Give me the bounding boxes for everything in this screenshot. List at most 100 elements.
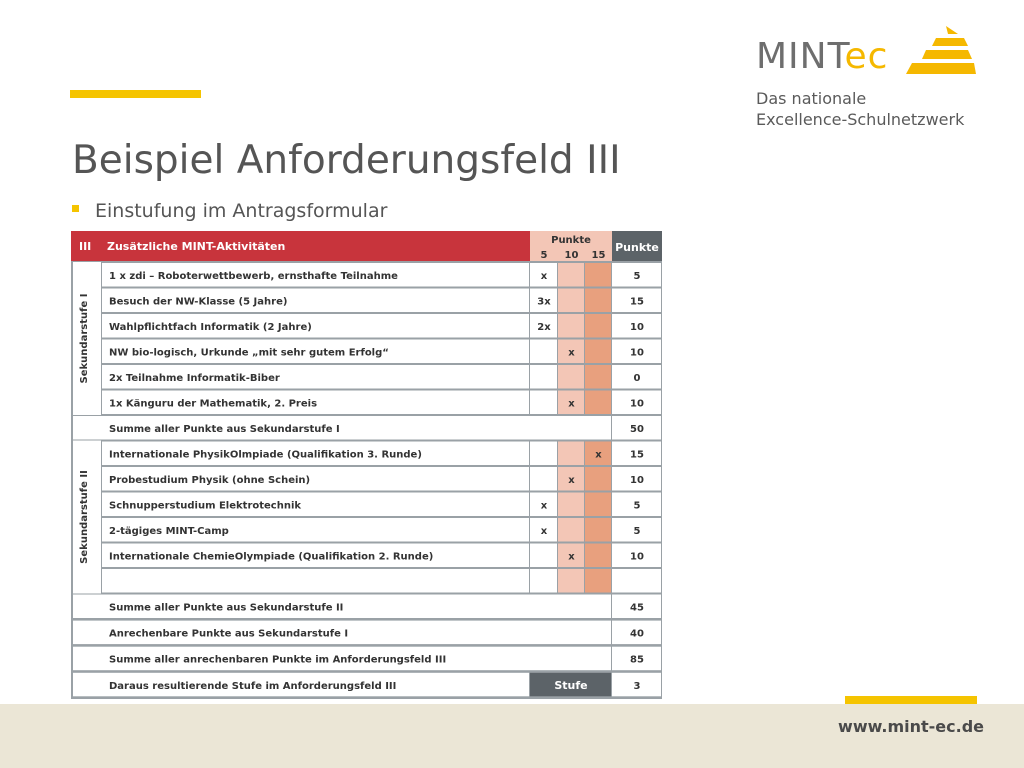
sek1-row-1-mark5: 3x — [537, 297, 551, 308]
sek2-row-1-text-cell — [102, 467, 529, 491]
sek2-row-3-col10 — [558, 518, 584, 542]
section-title: Zusätzliche MINT-Aktivitäten — [107, 240, 285, 253]
sek2-row-2-col10 — [558, 492, 584, 516]
sek1-row-0-text-cell — [102, 263, 529, 287]
sek1-row-2-label: Wahlpflichtfach Informatik (2 Jahre) — [109, 322, 312, 333]
sek1-row-3-label: NW bio-logisch, Urkunde „mit sehr gutem … — [109, 348, 389, 359]
sek1-row-0-points: 5 — [634, 271, 641, 282]
summary-1-value-cell — [612, 620, 661, 645]
sek2-row-4-col10 — [558, 543, 584, 567]
sek2-row-0-points: 15 — [630, 450, 644, 461]
summary-1-label-cell — [73, 620, 611, 645]
sek1-row-1-label: Besuch der NW-Klasse (5 Jahre) — [109, 297, 287, 308]
sek2-row-1-label: Probestudium Physik (ohne Schein) — [109, 475, 310, 486]
points-col-10: 10 — [565, 250, 579, 261]
sek1-row-1-points: 15 — [630, 297, 644, 308]
sek2-row-0-total — [612, 441, 661, 465]
logo-tagline: Das nationale Excellence-Schulnetzwerk — [756, 89, 965, 129]
sek2-row-1-col10 — [558, 467, 584, 491]
sek1-row-3-points: 10 — [630, 348, 644, 359]
sek2-row-4-label: Internationale ChemieOlympiade (Qualifik… — [109, 552, 433, 563]
sek2-row-3-mark5: x — [541, 526, 548, 537]
sek1-row-4-col15 — [585, 365, 611, 389]
sek2-row-5-col15 — [585, 569, 611, 593]
sek1-row-5-points: 10 — [630, 399, 644, 410]
summary-0-value-cell — [612, 594, 661, 618]
sek2-row-1-points: 10 — [630, 475, 644, 486]
summary-2-label-cell — [73, 646, 611, 671]
sek1-row-1-col15 — [585, 288, 611, 312]
sek2-row-0-col5 — [530, 441, 557, 465]
final-stufe-cell — [530, 672, 611, 697]
sek1-row-2-total — [612, 314, 661, 338]
sek2-row-0-col15 — [585, 441, 611, 465]
logo-wordmark: MINTec — [756, 36, 889, 77]
sek2-row-2-total — [612, 492, 661, 516]
group1-label: Sekundarstufe I — [79, 294, 90, 384]
accent-bar-top — [70, 90, 201, 98]
sek1-row-5-total — [612, 390, 661, 414]
summary-2-value-cell — [612, 646, 661, 671]
application-form-table: III Zusätzliche MINT-Aktivitäten Punkte 5 10… — [71, 231, 662, 699]
sek1-row-0-col10 — [558, 263, 584, 287]
sek2-row-0-mark15: x — [595, 450, 602, 461]
group1-label-cell — [73, 262, 101, 415]
sek1-row-3-col5 — [530, 339, 557, 363]
final-label-cell — [73, 672, 529, 697]
sek1-row-4-label: 2x Teilnahme Informatik-Biber — [109, 373, 280, 384]
sek2-row-4-points: 10 — [630, 552, 644, 563]
sek1-row-5-col15 — [585, 390, 611, 414]
sek1-row-0-col5 — [530, 263, 557, 287]
sek2-row-3-col15 — [585, 518, 611, 542]
sek1-row-4-points: 0 — [634, 373, 641, 384]
sek2-row-3-label: 2-tägiges MINT-Camp — [109, 526, 229, 537]
sek1-row-1-col10 — [558, 288, 584, 312]
sek2-row-0-col10 — [558, 441, 584, 465]
sek1-row-4-text-cell — [102, 365, 529, 389]
sek1-row-3-text-cell — [102, 339, 529, 363]
sek1-row-1-total — [612, 288, 661, 312]
sek2-row-5-total — [612, 569, 661, 593]
sek2-row-5-col5 — [530, 569, 557, 593]
bullet-text: Einstufung im Antragsformular — [95, 200, 388, 222]
sek2-row-4-col5 — [530, 543, 557, 567]
sek2-row-5-text-cell — [102, 569, 529, 593]
sek1-row-5-text-cell — [102, 390, 529, 414]
sek1-row-5-col5 — [530, 390, 557, 414]
sek1-row-2-col5 — [530, 314, 557, 338]
accent-bar-bottom — [845, 696, 977, 704]
slide-title: Beispiel Anforderungsfeld III — [72, 138, 621, 183]
sek1-row-2-mark5: 2x — [537, 322, 551, 333]
logo-pyramid-icon — [906, 26, 976, 74]
sek1-row-0-label: 1 x zdi – Roboterwettbewerb, ernsthafte … — [109, 271, 398, 282]
header-total-cell — [612, 231, 662, 261]
sek1-row-2-col15 — [585, 314, 611, 338]
sek1-row-3-col10 — [558, 339, 584, 363]
sum-sek1-label: Summe aller Punkte aus Sekundarstufe I — [109, 424, 340, 435]
sek1-row-0-col15 — [585, 263, 611, 287]
section-number: III — [79, 240, 91, 253]
sek1-row-1-text-cell — [102, 288, 529, 312]
sek1-row-4-col5 — [530, 365, 557, 389]
summary-0-value: 45 — [630, 603, 644, 614]
final-value: 3 — [634, 681, 641, 692]
sek2-row-1-col5 — [530, 467, 557, 491]
sek1-row-0-total — [612, 263, 661, 287]
sek2-row-5-col10 — [558, 569, 584, 593]
sek2-row-4-mark10: x — [568, 552, 575, 563]
sek1-row-0-mark5: x — [541, 271, 548, 282]
footer-url[interactable]: www.mint-ec.de — [838, 717, 984, 736]
sek2-row-2-col5 — [530, 492, 557, 516]
sek2-row-2-points: 5 — [634, 501, 641, 512]
sek2-row-0-text-cell — [102, 441, 529, 465]
sek1-row-3-mark10: x — [568, 348, 575, 359]
sek2-row-1-total — [612, 467, 661, 491]
final-stufe-label: Stufe — [554, 679, 587, 692]
summary-1-label: Anrechenbare Punkte aus Sekundarstufe I — [109, 629, 348, 640]
sek1-row-2-points: 10 — [630, 322, 644, 333]
points-col-5: 5 — [541, 250, 548, 261]
header-points-cell — [530, 231, 612, 261]
group2-label-cell — [73, 440, 101, 594]
sek1-row-5-mark10: x — [568, 399, 575, 410]
summary-2-label: Summe aller anrechenbaren Punkte im Anfo… — [109, 655, 446, 666]
